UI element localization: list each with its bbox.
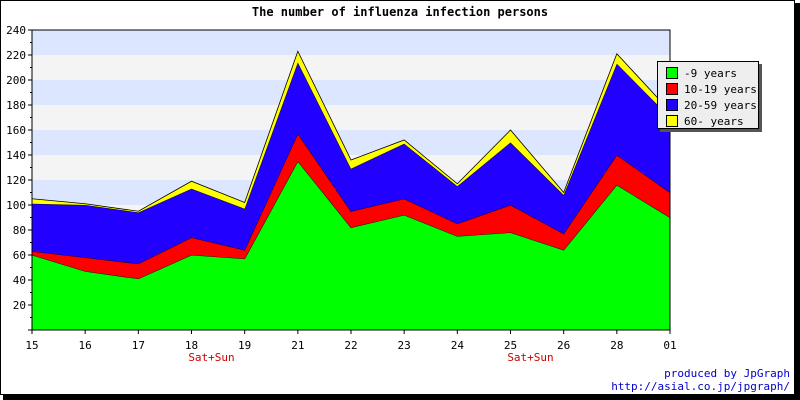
legend-item: -9 years (658, 65, 758, 81)
y-tick-label: 140 (6, 149, 26, 162)
legend-label: 60- years (684, 114, 744, 128)
x-tick-label: 21 (291, 339, 304, 352)
x-tick-label: 28 (610, 339, 623, 352)
legend-swatch (666, 83, 678, 95)
credit-line-1: produced by JpGraph (664, 367, 790, 380)
legend-label: -9 years (684, 66, 737, 80)
y-tick-label: 80 (13, 224, 26, 237)
y-tick-label: 200 (6, 74, 26, 87)
legend-label: 10-19 years (684, 82, 757, 96)
y-tick-label: 20 (13, 299, 26, 312)
grid-band (32, 30, 670, 55)
y-tick-label: 160 (6, 124, 26, 137)
chart-title: The number of influenza infection person… (251, 5, 549, 19)
grid-band (32, 130, 670, 155)
x-tick-label: 19 (238, 339, 251, 352)
y-tick-label: 60 (13, 249, 26, 262)
area-series (32, 133, 670, 279)
legend-swatch (666, 115, 678, 127)
legend-item: 10-19 years (658, 81, 758, 97)
y-tick-label: 240 (6, 24, 26, 37)
grid-band (32, 80, 670, 105)
y-tick-label: 100 (6, 199, 26, 212)
area-series (32, 62, 670, 264)
x-tick-label: 25 (504, 339, 517, 352)
area-series (32, 161, 670, 330)
legend-item: 60- years (658, 113, 758, 129)
x-tick-label: 24 (451, 339, 465, 352)
frame-shadow-right (795, 3, 800, 400)
x-sublabel: Sat+Sun (507, 351, 553, 364)
frame-shadow-bottom (3, 395, 800, 400)
x-tick-label: 18 (185, 339, 198, 352)
x-tick-label: 26 (557, 339, 570, 352)
x-tick-label: 01 (663, 339, 676, 352)
x-tick-label: 17 (132, 339, 145, 352)
y-tick-label: 120 (6, 174, 26, 187)
x-tick-label: 16 (79, 339, 92, 352)
legend-swatch (666, 99, 678, 111)
y-tick-label: 40 (13, 274, 26, 287)
credit-link[interactable]: http://asial.co.jp/jpgraph/ (611, 380, 790, 393)
y-tick-label: 220 (6, 49, 26, 62)
x-sublabel: Sat+Sun (188, 351, 234, 364)
legend-label: 20-59 years (684, 98, 757, 112)
legend-swatch (666, 67, 678, 79)
x-tick-label: 22 (344, 339, 357, 352)
y-tick-label: 180 (6, 99, 26, 112)
x-tick-label: 15 (25, 339, 38, 352)
x-tick-label: 23 (398, 339, 411, 352)
series-line (31, 50, 671, 212)
legend-item: 20-59 years (658, 97, 758, 113)
legend: -9 years 10-19 years 20-59 years 60- yea… (657, 61, 759, 129)
